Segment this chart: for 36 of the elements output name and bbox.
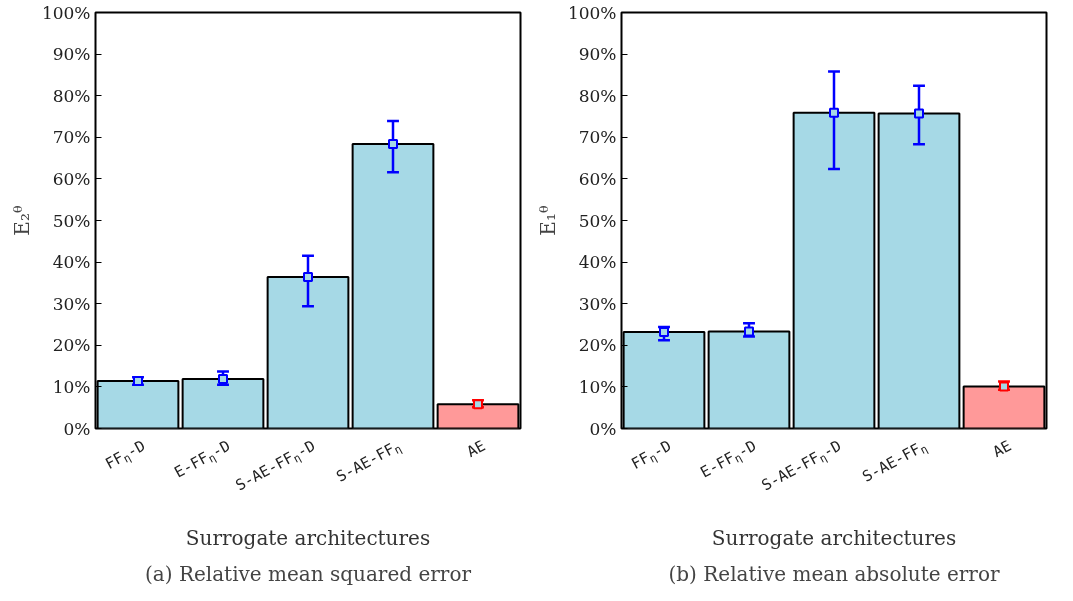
y-tick-label: 100% [567,2,617,23]
y-tick-label: 70% [52,127,91,148]
point [388,138,398,149]
y-tick-label: 10% [578,376,617,397]
point [914,108,924,119]
y-tick-label: 40% [578,252,617,273]
y-axis-title: E₁ᶿ [535,205,560,236]
y-tick-label: 10% [52,376,91,397]
y-tick-label: 50% [52,210,91,231]
y-tick-label: 60% [578,168,617,189]
y-tick-label: 20% [52,335,91,356]
y-tick-label: 70% [578,127,617,148]
x-axis-title: Surrogate architectures [711,525,957,550]
y-tick-label: 20% [578,335,617,356]
y-tick-label: 90% [52,44,91,65]
y-tick-label: 0% [589,418,617,439]
y-tick-label: 90% [578,44,617,65]
x-tick-label: FFη-D [628,436,675,473]
x-tick-label: AE [989,436,1015,462]
y-tick-label: 0% [63,418,91,439]
y-tick-label: 80% [578,85,617,106]
point [829,107,839,118]
y-axis-title: E₂ᶿ [9,205,34,236]
y-tick-label: 30% [52,293,91,314]
text: (b) Relative mean absolute error [668,561,1000,586]
x-tick-label: AE [463,436,489,462]
y-tick-label: 80% [52,85,91,106]
y-tick-label: 30% [578,293,617,314]
y-tick-label: 40% [52,252,91,273]
x-axis-title: Surrogate architectures [185,525,431,550]
y-tick-label: 50% [578,210,617,231]
point [303,272,313,283]
y-tick-label: 100% [41,2,91,23]
text: (a) Relative mean squared error [145,561,472,586]
x-tick-label: FFη-D [102,436,149,473]
y-tick-label: 60% [52,168,91,189]
